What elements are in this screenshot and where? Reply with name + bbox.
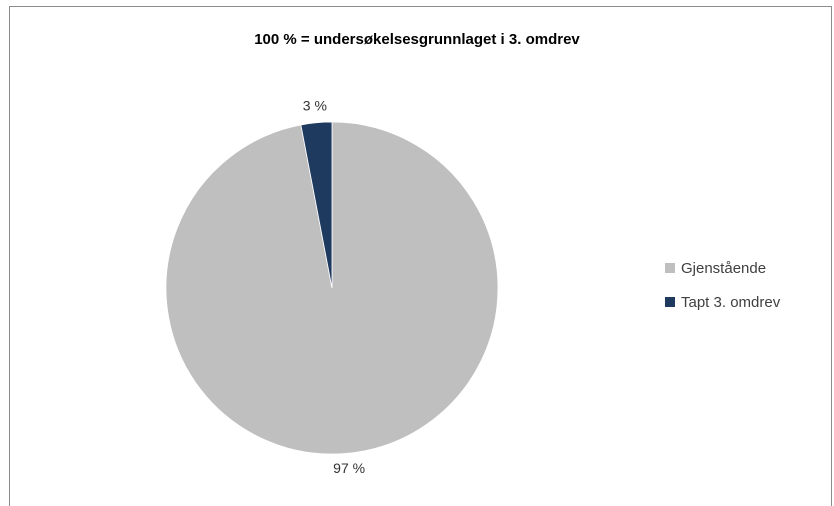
data-label-tapt: 3 %	[303, 98, 327, 114]
legend-item-gjenstaende: Gjenstående	[665, 258, 780, 278]
data-label-gjenstaende: 97 %	[333, 460, 365, 476]
legend-swatch-tapt	[665, 297, 675, 307]
legend-swatch-gjenstaende	[665, 263, 675, 273]
legend-label-gjenstaende: Gjenstående	[681, 260, 766, 277]
legend-label-tapt: Tapt 3. omdrev	[681, 294, 780, 311]
legend: Gjenstående Tapt 3. omdrev	[665, 258, 780, 326]
legend-item-tapt: Tapt 3. omdrev	[665, 292, 780, 312]
